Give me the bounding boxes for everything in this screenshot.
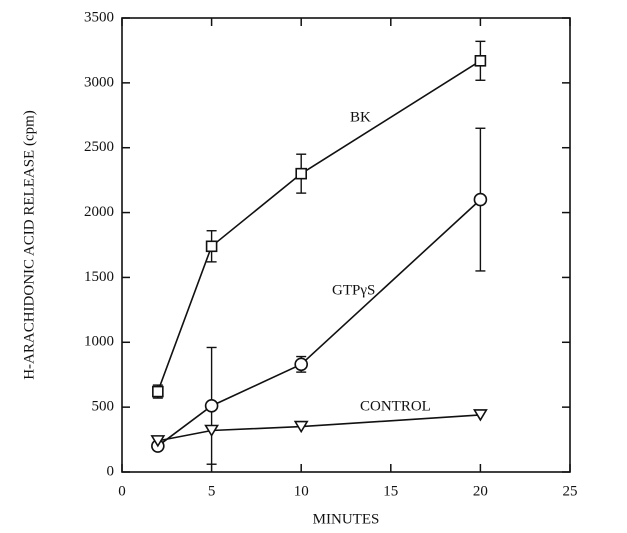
x-tick-label: 20	[473, 483, 488, 499]
x-tick-label: 15	[383, 483, 398, 499]
marker	[473, 192, 488, 207]
x-tick-label: 25	[563, 483, 578, 499]
y-tick-label: 2500	[84, 139, 114, 155]
plot-frame	[121, 17, 571, 473]
marker	[152, 385, 164, 398]
marker	[294, 357, 309, 372]
marker	[150, 435, 166, 448]
x-tick-label: 0	[118, 483, 126, 499]
y-tick-label: 500	[92, 399, 115, 415]
x-tick-label: 10	[294, 483, 309, 499]
marker	[474, 55, 487, 67]
marker	[295, 167, 308, 180]
y-tick-label: 1000	[84, 334, 114, 350]
marker	[204, 399, 219, 413]
y-tick-label: 2000	[84, 204, 114, 220]
x-axis-label: MINUTES	[313, 511, 380, 527]
series-line	[157, 60, 481, 392]
marker	[472, 409, 488, 422]
annotation: GTPγS	[332, 282, 375, 298]
series-line	[157, 414, 481, 442]
marker	[293, 420, 309, 434]
marker	[205, 240, 218, 253]
annotation: CONTROL	[360, 398, 431, 414]
series-line	[157, 199, 481, 447]
y-tick-label: 1500	[84, 269, 114, 285]
y-tick-label: 3500	[84, 9, 114, 25]
y-tick-label: 0	[107, 463, 115, 479]
y-axis-label: H-ARACHIDONIC ACID RELEASE (cpm)	[21, 110, 37, 380]
y-tick-label: 3000	[84, 74, 114, 90]
marker	[204, 424, 220, 438]
annotation: BK	[350, 109, 371, 125]
x-tick-label: 5	[208, 483, 216, 499]
